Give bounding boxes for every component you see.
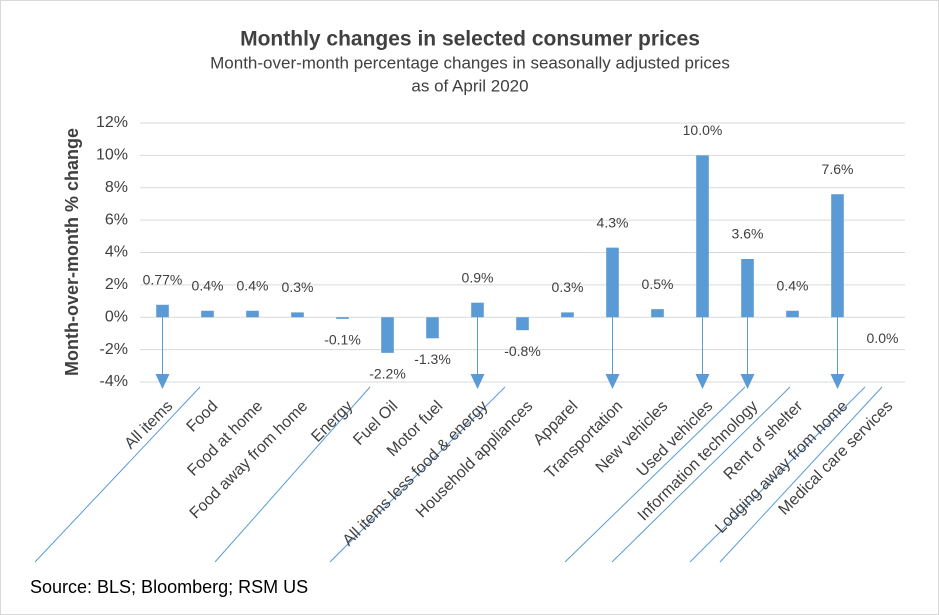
bar (651, 309, 664, 318)
connector (611, 386, 791, 563)
value-label: -1.3% (414, 351, 451, 367)
bar (786, 310, 799, 318)
value-label: -0.1% (324, 332, 361, 348)
bar (741, 258, 754, 318)
value-label: 10.0% (683, 122, 723, 138)
connector (689, 386, 866, 563)
value-label: 0.5% (642, 276, 674, 292)
callout-arrowhead (605, 374, 620, 389)
value-label: 0.4% (192, 277, 224, 293)
callout-arrowhead (155, 374, 170, 389)
bar (156, 304, 169, 318)
value-label: 3.6% (732, 226, 764, 242)
callout-arrowhead (695, 374, 710, 389)
y-tick-label: 4% (105, 244, 128, 261)
y-axis-label: Month-over-month % change (62, 128, 82, 376)
value-label: 0.77% (143, 271, 183, 287)
callout-arrowhead (740, 374, 755, 389)
value-label: 0.3% (282, 279, 314, 295)
y-tick-label: 2% (105, 276, 128, 293)
decorative-lines (34, 386, 883, 563)
connector (214, 386, 371, 563)
callout-arrowhead (470, 374, 485, 389)
bar (426, 317, 439, 339)
y-tick-label: 0% (105, 308, 128, 325)
chart-subtitle: as of April 2020 (411, 76, 528, 95)
value-label: 0.4% (237, 277, 269, 293)
value-label: 7.6% (822, 161, 854, 177)
value-label: 0.0% (867, 330, 899, 346)
source-note: Source: BLS; Bloomberg; RSM US (30, 577, 308, 597)
connector (719, 386, 883, 563)
chart-subtitle: Month-over-month percentage changes in s… (210, 53, 730, 72)
value-label: -2.2% (369, 366, 406, 382)
y-tick-label: 6% (105, 211, 128, 228)
bar (246, 310, 259, 318)
connector (329, 386, 506, 563)
y-tick-label: 8% (105, 179, 128, 196)
bar (471, 302, 484, 318)
connector (564, 386, 746, 563)
bar (831, 194, 844, 318)
bar (291, 312, 304, 318)
bar (381, 317, 394, 353)
y-tick-label: 12% (96, 114, 128, 131)
value-label: 4.3% (597, 214, 629, 230)
value-label: 0.9% (462, 269, 494, 285)
connector (34, 386, 201, 563)
bar (516, 317, 529, 331)
y-tick-label: 10% (96, 147, 128, 164)
value-label: 0.3% (552, 279, 584, 295)
bar (336, 317, 349, 319)
value-label: -0.8% (504, 343, 541, 359)
bar (561, 312, 574, 318)
y-tick-label: -4% (100, 373, 128, 390)
y-tick-label: -2% (100, 341, 128, 358)
bar (606, 247, 619, 318)
bar (201, 310, 214, 318)
value-label: 0.4% (777, 277, 809, 293)
bar (696, 155, 709, 318)
chart-title: Monthly changes in selected consumer pri… (240, 28, 700, 51)
callout-arrowhead (830, 374, 845, 389)
